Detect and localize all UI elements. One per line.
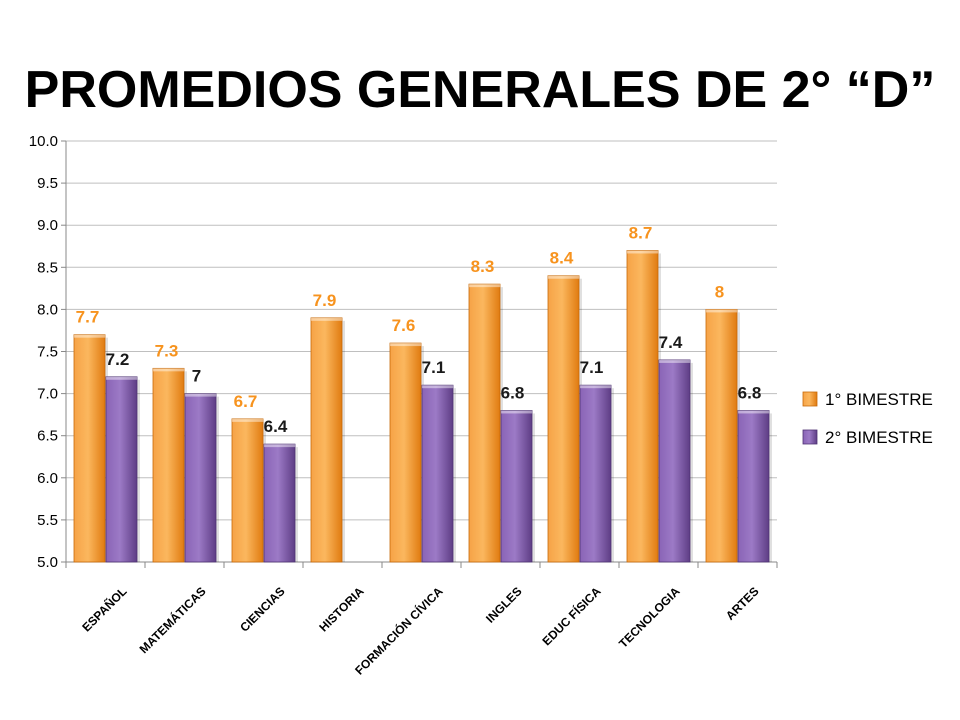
bar-highlight [106,376,137,380]
chart-title: PROMEDIOS GENERALES DE 2° “D” [24,61,936,119]
legend-label: 2° BIMESTRE [825,428,933,447]
bar-highlight [185,393,216,397]
y-tick-label: 8.5 [37,259,58,276]
bar [658,359,691,563]
bar-highlight [153,368,184,372]
data-label: 6.8 [501,383,525,402]
data-label: 6.4 [264,417,288,436]
x-category-label: HISTORIA [316,584,367,635]
bar-highlight [580,385,611,389]
data-label: 7.7 [76,308,100,327]
bar [152,367,185,563]
data-label: 7.1 [580,358,604,377]
y-tick-label: 10.0 [29,133,58,150]
x-category-label: MATEMÁTICAS [136,584,209,657]
data-label: 7.1 [422,358,446,377]
bar-highlight [627,250,658,254]
legend-swatch [802,429,818,445]
bar [184,393,217,563]
data-label: 7.4 [659,333,683,352]
bar [231,418,264,563]
bar-highlight [232,418,263,422]
data-label: 8 [715,282,724,301]
y-tick-label: 9.5 [37,175,58,192]
x-category-label: ESPAÑOL [79,584,130,635]
bar-highlight [548,275,579,279]
y-tick-label: 5.0 [37,554,58,571]
bar [579,384,612,563]
bar-highlight [264,444,295,448]
bar [310,317,343,563]
y-tick-label: 7.0 [37,386,58,403]
bar [500,410,533,563]
bar-highlight [501,410,532,414]
bar-highlight [422,385,453,389]
data-label: 7.2 [106,350,130,369]
bar [547,275,580,563]
x-category-label: TECNOLOGIA [616,584,683,651]
bar [105,376,138,563]
y-tick-label: 8.0 [37,301,58,318]
data-label: 7.6 [392,316,416,335]
y-tick-label: 7.5 [37,344,58,361]
data-label: 8.3 [471,257,495,276]
bar [389,342,422,563]
x-category-label: ARTES [723,584,762,623]
data-label: 6.8 [738,383,762,402]
bar [73,334,106,563]
bar-highlight [74,334,105,338]
y-tick-label: 9.0 [37,217,58,234]
y-tick-label: 6.0 [37,470,58,487]
bar-highlight [706,309,737,313]
data-label: 8.7 [629,223,653,242]
bar [626,250,659,563]
bar [263,443,296,563]
data-label: 7 [192,367,201,386]
legend-label: 1° BIMESTRE [825,390,933,409]
bar-highlight [659,359,690,363]
x-category-label: INGLES [483,584,524,625]
bar-highlight [390,343,421,347]
bar [421,384,454,563]
bar [468,283,501,563]
legend-swatch [802,391,818,407]
y-tick-label: 6.5 [37,428,58,445]
bar [705,308,738,563]
bar-highlight [738,410,769,414]
x-category-label: FORMACIÓN CÍVICA [352,583,446,677]
x-category-label: CIENCIAS [237,584,287,634]
x-category-label: EDUC FÍSICA [539,583,604,648]
bar-highlight [311,317,342,321]
bar [737,410,770,563]
data-label: 7.9 [313,291,337,310]
data-label: 8.4 [550,249,574,268]
data-label: 7.3 [155,341,179,360]
y-tick-label: 5.5 [37,512,58,529]
bar-highlight [469,284,500,288]
data-label: 6.7 [234,392,258,411]
